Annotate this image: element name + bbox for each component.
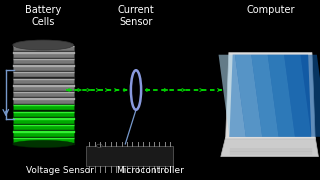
Text: Current
Sensor: Current Sensor	[118, 5, 154, 27]
Polygon shape	[251, 55, 279, 137]
Bar	[13, 72, 74, 77]
Ellipse shape	[13, 40, 74, 50]
Bar	[13, 78, 74, 84]
Polygon shape	[268, 55, 295, 137]
Bar	[13, 92, 74, 97]
Bar	[13, 105, 74, 111]
Bar	[86, 146, 173, 166]
Bar	[13, 65, 74, 71]
Polygon shape	[300, 55, 320, 137]
Text: Computer: Computer	[246, 5, 295, 15]
Text: Microcontroller: Microcontroller	[116, 166, 184, 175]
Polygon shape	[226, 53, 315, 139]
Bar	[13, 118, 74, 124]
Bar	[13, 112, 74, 117]
Bar	[13, 98, 74, 104]
Bar	[13, 59, 74, 64]
Ellipse shape	[97, 144, 102, 147]
Polygon shape	[221, 137, 318, 157]
Polygon shape	[219, 55, 246, 137]
Text: Voltage Sensor: Voltage Sensor	[26, 166, 93, 175]
Bar	[13, 125, 74, 130]
Bar	[13, 52, 74, 58]
Bar	[13, 138, 74, 143]
Polygon shape	[235, 55, 262, 137]
Polygon shape	[284, 55, 311, 137]
Bar	[13, 131, 74, 137]
Text: Battery
Cells: Battery Cells	[25, 5, 61, 27]
Ellipse shape	[13, 140, 74, 148]
Bar	[13, 85, 74, 91]
Bar	[13, 46, 74, 51]
Polygon shape	[229, 55, 311, 137]
